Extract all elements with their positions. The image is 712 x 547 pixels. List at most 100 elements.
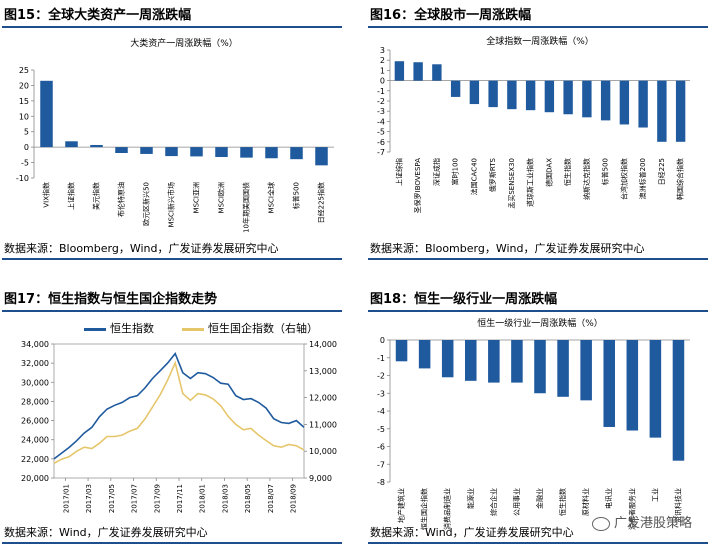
c15-bar-0 — [40, 80, 53, 148]
c16-ytick-label-8: 1 — [380, 66, 385, 75]
c17-xtick-label-9: 2018/07 — [267, 484, 275, 513]
chart-15: 大类资产一周涨跌幅（%） -10 -5 0 5 10 15 20 25 VIX指数 上证指数 美元指数… — [16, 37, 334, 233]
legend-hsi: 恒生指数 — [84, 320, 154, 336]
panel-16-footer: 数据来源：Bloomberg，Wind，广发证券发展研究中心 — [368, 238, 708, 260]
c17-xtick-label-8: 2018/05 — [244, 484, 252, 513]
c16-xlabel-3: 富时100 — [451, 158, 460, 185]
panel-18-source: 数据来源：Wind，广发证券发展研究中心 — [370, 526, 574, 539]
wechat-icon — [591, 516, 610, 531]
panel-15-title-bar: 图15：全球大类资产一周涨跌幅 — [2, 0, 342, 28]
c15-xlabel-2: 美元指数 — [92, 182, 101, 210]
panel-15: 图15：全球大类资产一周涨跌幅 大类资产一周涨跌幅（%） -10 -5 0 5 10 15 2… — [2, 0, 342, 272]
c17-yright-label-3: 12,000 — [309, 394, 337, 403]
c16-title: 全球指数一周涨跌幅（%） — [486, 35, 594, 47]
c15-xlabel-5: MSCI新兴市场 — [167, 182, 176, 227]
c17-yright-label-5: 14,000 — [309, 340, 337, 349]
c17-yleft-label-1: 22,000 — [21, 455, 49, 464]
panel-18-footer: 数据来源：Wind，广发证券发展研究中心 — [368, 522, 708, 544]
c16-xlabel-15: 韩国综合指数 — [676, 158, 685, 200]
c18-bar-9 — [603, 340, 615, 427]
legend-hscei-label: 恒生国企指数（右轴） — [208, 322, 318, 335]
c17-yleft-label-2: 24,000 — [21, 436, 49, 445]
c15-xlabel-3: 布伦特原油 — [117, 182, 126, 217]
c18-ytick-label-7: -1 — [377, 354, 385, 363]
c17-xtick-label-7: 2018/03 — [221, 484, 229, 513]
c18-xlabel-8: 原材料业 — [581, 488, 590, 516]
watermark: 广发港股策略 — [591, 512, 692, 531]
c16-xlabel-10: 纳斯达克指数 — [582, 158, 591, 200]
c16-xlabel-4: 法国CAC40 — [469, 158, 478, 195]
panel-16-title: 图16：全球股市一周涨跌幅 — [370, 8, 532, 23]
c15-bar-11 — [315, 147, 328, 166]
c16-xlabel-9: 恒生指数 — [563, 158, 572, 186]
c16-ytick-label-9: 2 — [380, 56, 385, 65]
c18-bar-11 — [649, 340, 662, 438]
c18-ytick-label-4: -4 — [377, 407, 385, 416]
c16-ytick-label-6: -1 — [377, 87, 385, 96]
c15-ytick-label-4: 10 — [19, 112, 29, 121]
c18-bar-1 — [418, 340, 431, 369]
panel-17-source: 数据来源：Wind，广发证券发展研究中心 — [4, 526, 208, 539]
c17-yleft-label-3: 26,000 — [21, 417, 49, 426]
c18-title: 恒生一级行业一周涨跌幅（%） — [477, 317, 603, 329]
panel-16: 图16：全球股市一周涨跌幅 全球指数一周涨跌幅（%） -7 -6 -5 -4 -3 -2 -1… — [368, 0, 708, 272]
c16-bar-6 — [507, 80, 517, 110]
c15-xlabel-11: 日经225指数 — [317, 182, 326, 223]
c18-xlabel-4: 综合企业 — [489, 488, 498, 516]
c15-xlabel-4: 欧元区新兴50 — [142, 182, 151, 226]
c15-bar-3 — [115, 147, 128, 154]
c16-ytick-label-1: -6 — [377, 138, 385, 147]
c18-ytick-label-6: -2 — [377, 372, 385, 381]
c15-bar-1 — [65, 141, 78, 148]
c18-bar-5 — [511, 340, 523, 383]
c17-series-1-line — [53, 360, 305, 465]
c15-bar-6 — [190, 147, 203, 157]
panel-15-source: 数据来源：Bloomberg，Wind，广发证券发展研究中心 — [4, 242, 279, 255]
c18-bar-4 — [488, 340, 500, 383]
c15-title: 大类资产一周涨跌幅（%） — [130, 37, 238, 49]
c16-bar-5 — [488, 80, 498, 108]
panel-16-source: 数据来源：Bloomberg，Wind，广发证券发展研究中心 — [370, 242, 645, 255]
c18-xlabel-5: 公用事业 — [512, 488, 521, 516]
c16-bar-11 — [600, 80, 611, 121]
c17-yright-label-0: 9,000 — [309, 474, 332, 483]
c18-ytick-label-3: -5 — [377, 425, 385, 434]
c16-xlabel-6: 孟买SENSEX30 — [507, 158, 516, 209]
c16-ytick-label-10: 3 — [380, 46, 385, 55]
c16-bar-9 — [563, 80, 573, 115]
c16-bar-8 — [544, 80, 555, 113]
c18-bar-0 — [395, 340, 408, 362]
c18-xlabel-7: 恒生指数 — [558, 488, 567, 516]
c16-ytick-label-0: -7 — [377, 148, 385, 157]
c16-bar-10 — [582, 80, 592, 118]
c18-ytick-label-5: -3 — [377, 389, 385, 398]
c18-bar-12 — [672, 340, 685, 461]
c15-ytick-label-0: -10 — [16, 174, 29, 183]
c17-yleft-label-5: 30,000 — [21, 378, 49, 387]
c16-ytick-label-7: 0 — [380, 77, 385, 86]
c17-xtick-label-10: 2018/09 — [290, 484, 298, 513]
c15-bar-10 — [290, 147, 303, 160]
c16-bar-13 — [638, 80, 648, 128]
c15-bar-5 — [165, 147, 178, 157]
c16-xlabel-13: 澳洲标普200 — [638, 158, 647, 199]
c18-bar-6 — [534, 340, 546, 394]
panel-15-title: 图15：全球大类资产一周涨跌幅 — [4, 8, 192, 23]
c17-yright-label-1: 10,000 — [309, 447, 337, 456]
c17-yleft-label-4: 28,000 — [21, 397, 49, 406]
panel-17-footer: 数据来源：Wind，广发证券发展研究中心 — [2, 522, 342, 544]
c16-bar-3 — [450, 80, 461, 97]
c17-yright-label-4: 13,000 — [309, 367, 337, 376]
c17-series-0-line — [53, 352, 305, 460]
c17-xtick-label-5: 2017/11 — [176, 484, 184, 513]
c17-xtick-label-6: 2018/01 — [199, 484, 207, 513]
c18-xlabel-11: 工业 — [650, 488, 659, 502]
c17-yleft-label-0: 20,000 — [21, 474, 49, 483]
c15-ytick-label-2: 0 — [24, 143, 29, 152]
c18-bar-7 — [557, 340, 569, 397]
c16-bar-4 — [469, 80, 480, 105]
c18-xlabel-1: 恒生国企指数 — [420, 488, 429, 530]
c16-xlabel-1: 圣保罗IBOVESPA — [413, 158, 422, 214]
c15-xlabel-1: 上证指数 — [67, 182, 76, 210]
c18-ytick-label-1: -7 — [377, 460, 385, 469]
